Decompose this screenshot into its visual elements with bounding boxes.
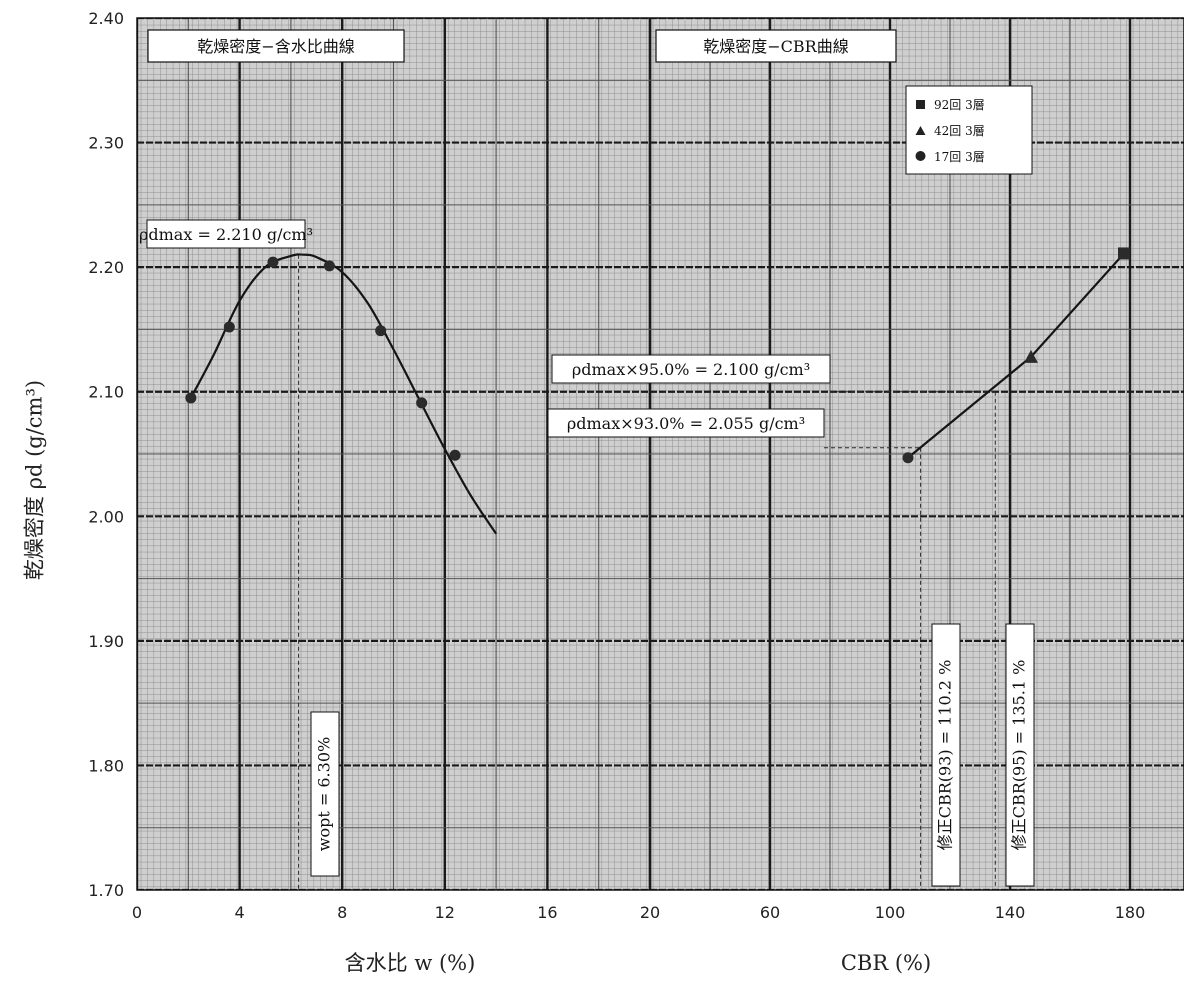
x-axis-label-cbr: CBR (%) [841,951,931,975]
y-tick-label: 1.80 [88,756,124,775]
legend-label-42: 42回 3層 [934,124,985,138]
cbr-point-92 [1118,247,1130,260]
title-box-cbr: 乾燥密度−CBR曲線 [655,29,897,63]
cbr-point-42 [1024,349,1038,363]
moisture-data-point [185,392,197,404]
x-tick-label: 8 [337,903,347,922]
x-tick-label: 180 [1115,903,1146,922]
y-axis-ticks: 1.70 1.80 1.90 2.00 2.10 2.20 2.30 2.40 [88,9,124,900]
y-tick-label: 2.00 [88,507,124,526]
x-tick-label: 100 [875,903,906,922]
moisture-data-point [449,449,461,461]
x-tick-label: 20 [640,903,660,922]
rho93-label: ρdmax×93.0% = 2.055 g/cm³ [567,414,805,433]
rho-dmax-box: ρdmax = 2.210 g/cm³ [139,219,313,249]
cbr93-box: 修正CBR(93) = 110.2 % [931,623,961,887]
legend-square-marker [916,100,925,109]
w-opt-label: wopt = 6.30% [315,737,334,851]
moisture-data-point [223,321,235,333]
x-tick-label: 12 [435,903,455,922]
legend-triangle-marker [915,126,926,135]
x-axis-label-moisture: 含水比 w (%) [345,951,476,975]
rho95-box: ρdmax×95.0% = 2.100 g/cm³ [551,354,831,384]
moisture-data-point [416,397,428,409]
rho93-box: ρdmax×93.0% = 2.055 g/cm³ [547,408,825,438]
y-tick-label: 2.40 [88,9,124,28]
rho-dmax-label: ρdmax = 2.210 g/cm³ [139,225,313,244]
cbr95-box: 修正CBR(95) = 135.1 % [1005,623,1035,887]
w-opt-box: wopt = 6.30% [310,711,340,877]
cbr95-label: 修正CBR(95) = 135.1 % [1010,660,1029,851]
x-tick-label: 140 [995,903,1026,922]
chart-title-cbr: 乾燥密度−CBR曲線 [703,37,848,56]
x-tick-label: 4 [235,903,245,922]
moisture-data-point [375,325,387,337]
moisture-data-point [323,260,335,272]
x-tick-label: 60 [760,903,780,922]
chart-title-moisture: 乾燥密度−含水比曲線 [197,37,354,56]
x-tick-label: 16 [537,903,557,922]
y-axis-label: 乾燥密度 ρd (g/cm³) [23,380,47,580]
y-tick-label: 1.70 [88,881,124,900]
y-tick-label: 2.10 [88,383,124,402]
y-tick-label: 1.90 [88,632,124,651]
y-tick-label: 2.30 [88,134,124,153]
data-markers [185,247,1130,464]
rho95-label: ρdmax×95.0% = 2.100 g/cm³ [572,360,810,379]
cbr93-label: 修正CBR(93) = 110.2 % [936,660,955,851]
x-axis-ticks-cbr: 20 60 100 140 180 [640,903,1145,922]
title-box-moisture: 乾燥密度−含水比曲線 [147,29,405,63]
reference-lines [298,254,996,890]
legend: 92回 3層 42回 3層 17回 3層 [905,85,1033,175]
cbr-point-17 [902,452,914,464]
legend-circle-marker [915,151,926,161]
legend-label-17: 17回 3層 [934,150,985,164]
moisture-data-point [267,256,279,268]
x-tick-label: 0 [132,903,142,922]
legend-label-92: 92回 3層 [934,98,985,112]
x-axis-ticks-moisture: 0 4 8 12 16 [132,903,558,922]
plot-frame [136,17,1184,891]
y-tick-label: 2.20 [88,258,124,277]
